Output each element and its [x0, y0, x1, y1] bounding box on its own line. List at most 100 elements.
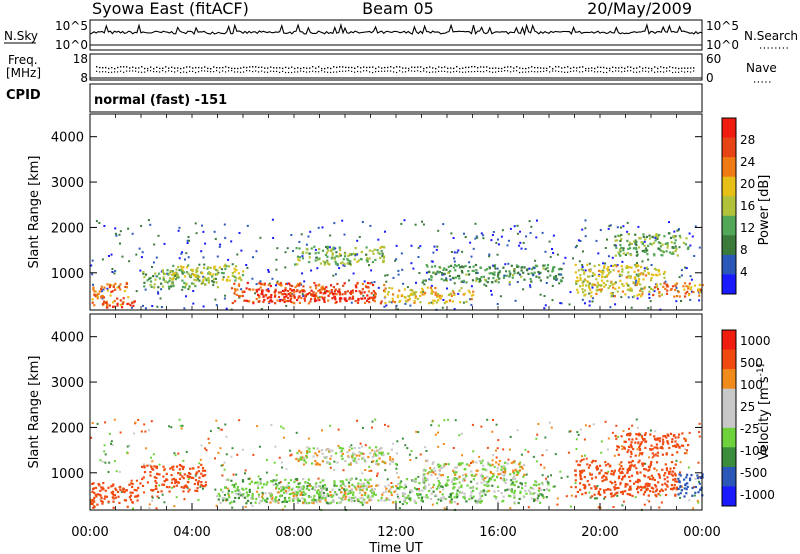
heatmap-cell [364, 478, 367, 481]
heatmap-cell [532, 455, 535, 458]
heatmap-cell [107, 500, 110, 503]
heatmap-cell [622, 500, 625, 503]
heatmap-cell [336, 282, 339, 286]
heatmap-cell [289, 299, 292, 302]
heatmap-cell [386, 274, 389, 277]
heatmap-cell [680, 274, 683, 277]
heatmap-cell [295, 284, 299, 287]
heatmap-cell [653, 467, 656, 470]
heatmap-cell [546, 266, 549, 269]
heatmap-cell [613, 454, 616, 457]
freq-point [312, 70, 314, 72]
heatmap-cell [430, 424, 433, 427]
heatmap-cell [534, 480, 537, 483]
heatmap-cell [616, 445, 619, 448]
freq-point [138, 71, 140, 73]
heatmap-cell [215, 504, 218, 507]
heatmap-cell [273, 295, 277, 298]
heatmap-cell [307, 478, 310, 481]
heatmap-cell [606, 269, 610, 272]
heatmap-cell [350, 290, 353, 293]
heatmap-cell [646, 268, 649, 270]
heatmap-cell [664, 287, 667, 290]
heatmap-cell [449, 278, 452, 281]
heatmap-cell [386, 478, 389, 481]
heatmap-cell [516, 265, 519, 268]
heatmap-cell [680, 300, 682, 302]
heatmap-cell [559, 279, 562, 282]
heatmap-cell [472, 478, 475, 481]
heatmap-cell [493, 495, 496, 498]
heatmap-cell [669, 288, 672, 291]
heatmap-cell [632, 281, 635, 284]
heatmap-cell [613, 244, 616, 247]
heatmap-cell [203, 263, 206, 266]
heatmap-cell [516, 281, 519, 283]
heatmap-cell [624, 293, 627, 296]
heatmap-cell [182, 266, 185, 269]
heatmap-cell [667, 442, 670, 445]
heatmap-cell [154, 485, 158, 488]
heatmap-cell [148, 507, 151, 509]
nave-point [612, 66, 614, 68]
heatmap-cell [447, 479, 451, 482]
heatmap-cell [196, 481, 200, 484]
heatmap-cell [547, 270, 550, 273]
heatmap-cell [450, 496, 453, 499]
y-tick-label: 4000 [51, 331, 84, 346]
heatmap-cell [368, 257, 371, 260]
heatmap-cell [139, 482, 142, 485]
heatmap-cell [314, 463, 317, 466]
heatmap-cell [93, 496, 96, 499]
heatmap-cell [530, 487, 534, 490]
heatmap-cell [487, 277, 490, 280]
heatmap-cell [265, 294, 268, 297]
heatmap-cell [405, 300, 408, 303]
heatmap-cell [98, 493, 101, 496]
heatmap-cell [630, 266, 633, 269]
heatmap-cell [603, 497, 606, 500]
heatmap-cell [233, 500, 236, 503]
heatmap-cell [538, 483, 541, 486]
heatmap-cell [296, 501, 299, 504]
nave-point [591, 67, 593, 69]
heatmap-cell [426, 472, 429, 475]
heatmap-cell [188, 476, 192, 479]
heatmap-cell [608, 225, 611, 227]
nave-point [327, 67, 329, 69]
heatmap-cell [619, 481, 622, 485]
heatmap-cell [266, 297, 269, 300]
heatmap-cell [613, 471, 616, 474]
heatmap-cell [398, 500, 402, 504]
heatmap-cell [257, 288, 260, 291]
heatmap-cell [601, 275, 604, 279]
heatmap-cell [540, 488, 543, 491]
heatmap-cell [478, 455, 481, 458]
freq-point [105, 71, 107, 73]
heatmap-cell [439, 464, 442, 467]
heatmap-cell [369, 282, 372, 285]
heatmap-cell [679, 461, 682, 464]
nave-point [144, 67, 146, 70]
heatmap-cell [415, 281, 417, 284]
heatmap-cell [143, 285, 146, 288]
heatmap-cell [387, 490, 391, 493]
heatmap-cell [151, 495, 154, 498]
heatmap-cell [181, 279, 184, 282]
heatmap-cell [357, 458, 360, 461]
heatmap-cell [549, 255, 552, 258]
heatmap-cell [491, 463, 494, 466]
heatmap-cell [158, 463, 161, 466]
freq-point [96, 70, 98, 72]
heatmap-cell [646, 249, 649, 252]
colorbar-segment [722, 254, 736, 275]
heatmap-cell [201, 485, 204, 488]
heatmap-cell [517, 485, 520, 489]
heatmap-cell [147, 429, 150, 432]
freq-point [477, 70, 479, 72]
heatmap-cell [472, 247, 475, 250]
heatmap-cell [383, 246, 386, 249]
heatmap-cell [359, 487, 362, 490]
heatmap-cell [641, 293, 644, 296]
